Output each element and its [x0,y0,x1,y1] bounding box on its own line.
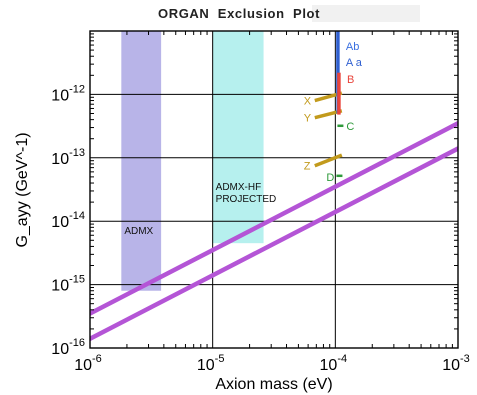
y-tick-base: 10 [51,87,69,104]
y-tick-exponent: -16 [69,337,85,349]
region-label-line: ADMX [124,226,153,237]
model-line-1 [90,121,458,316]
y-tick-label: 10-13 [51,147,85,168]
x-tick-base: 10 [442,357,460,374]
x-tick-label: 10-4 [320,353,348,374]
y-tick-base: 10 [51,278,69,295]
y-tick-label: 10-14 [51,210,85,231]
x-tick-exponent: -3 [460,353,470,365]
bar-label-ab: Ab [346,41,359,53]
bar-label-b: B [347,74,354,86]
y-tick-exponent: -14 [69,210,85,222]
region-label-line: PROJECTED [216,194,277,205]
segment-label-z: Z [304,161,311,173]
x-tick-exponent: -6 [92,353,102,365]
region-label-line: ADMX-HF [216,182,262,193]
model-line-2 [90,146,458,341]
y-axis-title: G_ayy (GeV^-1) [14,132,31,247]
chart-title: ORGAN Exclusion Plot [158,6,320,21]
x-tick-label: 10-3 [442,353,470,374]
y-tick-exponent: -15 [69,274,85,286]
x-tick-label: 10-6 [74,353,102,374]
x-axis-title: Axion mass (eV) [215,376,332,393]
region-admx-hf [212,31,264,244]
y-tick-label: 10-15 [51,274,85,295]
y-tick-label: 10-16 [51,337,85,358]
x-tick-exponent: -5 [215,353,225,365]
point-label-d: D [326,172,334,184]
y-tick-base: 10 [51,151,69,168]
segment-label-x: X [304,96,312,108]
x-tick-base: 10 [320,357,338,374]
region-label-admx-hf: ADMX-HF PROJECTED [216,182,277,205]
region-admx [121,31,162,291]
x-tick-base: 10 [197,357,215,374]
title-highlight-box [312,5,420,22]
region-label-admx: ADMX [124,226,153,237]
y-tick-exponent: -12 [69,83,85,95]
segment-label-y: Y [304,113,312,125]
bar-label-aa: A a [346,57,363,69]
y-tick-base: 10 [51,341,69,358]
y-tick-label: 10-12 [51,83,85,104]
x-tick-label: 10-5 [197,353,225,374]
point-label-c: C [346,121,354,133]
plot-frame [89,30,459,349]
y-tick-base: 10 [51,214,69,231]
segment-z [314,153,343,168]
x-tick-exponent: -4 [337,353,347,365]
y-tick-exponent: -13 [69,147,85,159]
x-tick-base: 10 [74,357,92,374]
